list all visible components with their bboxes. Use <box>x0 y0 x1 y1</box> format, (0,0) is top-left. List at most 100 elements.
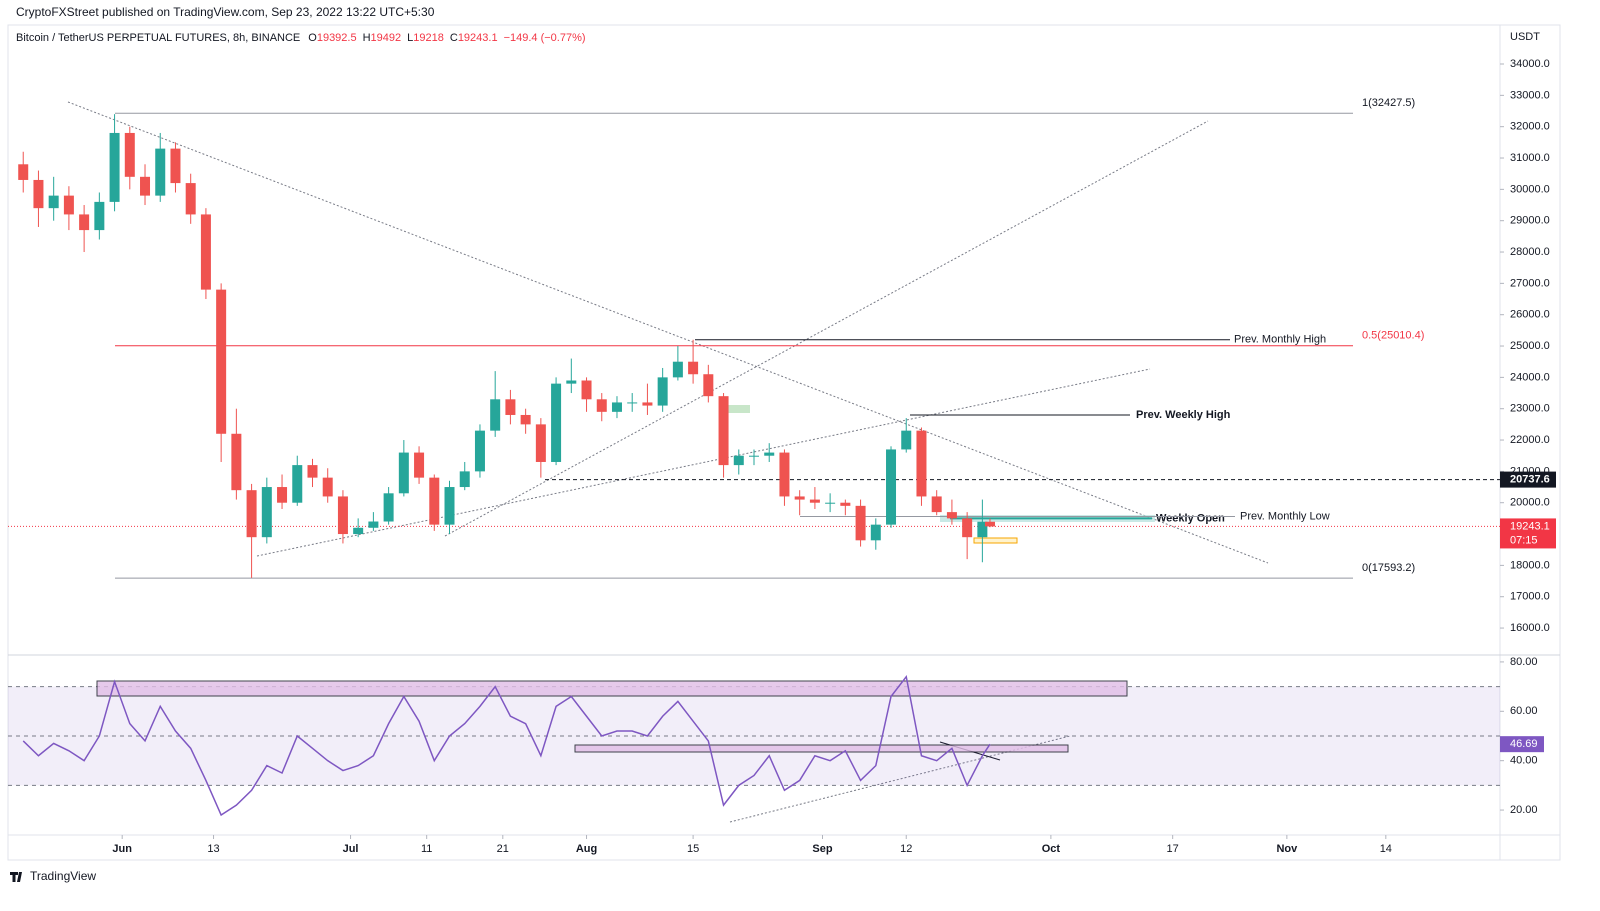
rsi-zone <box>96 680 1128 697</box>
candle-body <box>79 214 90 231</box>
x-tick-label: 11 <box>421 843 432 855</box>
currency-label: USDT <box>1510 31 1540 43</box>
candle-body <box>216 289 227 434</box>
candle-body <box>94 201 105 231</box>
candle-body <box>200 214 211 290</box>
candle-body <box>642 402 653 406</box>
rsi-value-label: 46.69 <box>1510 738 1538 750</box>
candle-body <box>657 377 668 406</box>
y-tick-label: 28000.0 <box>1510 246 1550 258</box>
candle-body <box>63 195 74 215</box>
level-axis-box <box>1500 471 1556 488</box>
candle-body <box>672 361 683 378</box>
yellow-zone <box>973 537 1018 544</box>
candle-body <box>155 148 166 196</box>
ohlc-key: L <box>407 32 413 44</box>
candle-body <box>749 455 759 457</box>
ohlc-value: 19492 <box>371 32 402 44</box>
candle-body <box>977 521 988 538</box>
y-tick-label: 26000.0 <box>1510 309 1550 321</box>
y-tick-label: 29000.0 <box>1510 215 1550 227</box>
candle-body <box>414 452 425 478</box>
y-tick-label: 17000.0 <box>1510 591 1550 603</box>
candle-body <box>459 471 470 488</box>
ohlc-value: 19392.5 <box>317 32 357 44</box>
last-price-box <box>1500 518 1556 549</box>
change-label: −149.4 (−0.77%) <box>504 32 586 44</box>
logo-mark <box>10 872 22 882</box>
level-label: Prev. Monthly High <box>1234 334 1326 346</box>
y-tick-label: 30000.0 <box>1510 183 1550 195</box>
candle-body <box>901 430 912 450</box>
last-price-label: 19243.1 <box>1510 520 1550 532</box>
y-tick-label: 40.00 <box>1510 755 1538 767</box>
candle-body <box>140 176 151 196</box>
candle-body <box>627 402 638 404</box>
ohlc-value: 19243.1 <box>458 32 498 44</box>
candle-body <box>764 452 775 456</box>
candle-body <box>231 433 242 491</box>
candle-body <box>322 477 333 497</box>
candle-body <box>398 452 409 494</box>
x-tick-label: Jul <box>343 843 359 855</box>
x-tick-label: 15 <box>687 843 699 855</box>
candle-body <box>779 452 790 497</box>
x-tick-label: Aug <box>576 843 597 855</box>
candle-body <box>809 499 820 503</box>
x-tick-label: Sep <box>812 843 832 855</box>
candle-body <box>520 414 531 425</box>
rsi-zone <box>574 744 1069 753</box>
candle-body <box>718 396 729 466</box>
candle-body <box>261 487 272 538</box>
level-label: Prev. Monthly Low <box>1240 510 1330 522</box>
candle-body <box>984 521 995 527</box>
ohlc-key: O <box>308 32 317 44</box>
candle-body <box>353 527 364 535</box>
y-tick-label: 80.00 <box>1510 656 1538 668</box>
candle-body <box>855 505 866 541</box>
y-tick-label: 34000.0 <box>1510 58 1550 70</box>
candle-body <box>33 179 44 209</box>
candle-body <box>931 496 942 513</box>
candle-body <box>490 399 501 431</box>
candle-body <box>185 183 196 215</box>
y-tick-label: 18000.0 <box>1510 559 1550 571</box>
candle-body <box>688 361 699 375</box>
trend-line <box>256 368 1151 557</box>
x-tick-label: Nov <box>1276 843 1298 855</box>
candle-body <box>109 132 120 202</box>
chart-frame <box>7 24 1561 861</box>
symbol-title: Bitcoin / TetherUS PERPETUAL FUTURES, 8h… <box>16 32 300 44</box>
trend-line <box>444 120 1209 537</box>
rsi-value-box <box>1500 736 1544 753</box>
y-tick-label: 33000.0 <box>1510 89 1550 101</box>
ohlc-value: 19218 <box>413 32 444 44</box>
candle-body <box>840 502 851 506</box>
level-label: 0(17593.2) <box>1362 562 1415 574</box>
candle-body <box>170 148 181 184</box>
tradingview-logo: TradingView <box>10 869 96 883</box>
symbol-legend: Bitcoin / TetherUS PERPETUAL FUTURES, 8h… <box>16 32 586 44</box>
x-tick-label: 12 <box>900 843 912 855</box>
candle-body <box>596 399 607 412</box>
candle-body <box>124 132 135 177</box>
candle-body <box>794 496 805 500</box>
candle-body <box>566 380 577 384</box>
y-tick-label: 20000.0 <box>1510 497 1550 509</box>
level-label: Weekly Open <box>1156 512 1225 524</box>
y-tick-label: 24000.0 <box>1510 371 1550 383</box>
level-label: Prev. Weekly High <box>1136 409 1231 421</box>
candle-body <box>611 402 622 412</box>
x-tick-label: 17 <box>1167 843 1179 855</box>
candle-body <box>337 496 348 535</box>
y-tick-label: 22000.0 <box>1510 434 1550 446</box>
y-tick-label: 32000.0 <box>1510 121 1550 133</box>
candle-body <box>733 455 744 466</box>
candle-body <box>870 524 881 541</box>
ohlc-key: C <box>450 32 458 44</box>
y-tick-label: 31000.0 <box>1510 152 1550 164</box>
countdown-label: 07:15 <box>1510 534 1538 546</box>
publisher-line: CryptoFXStreet published on TradingView.… <box>16 5 435 19</box>
